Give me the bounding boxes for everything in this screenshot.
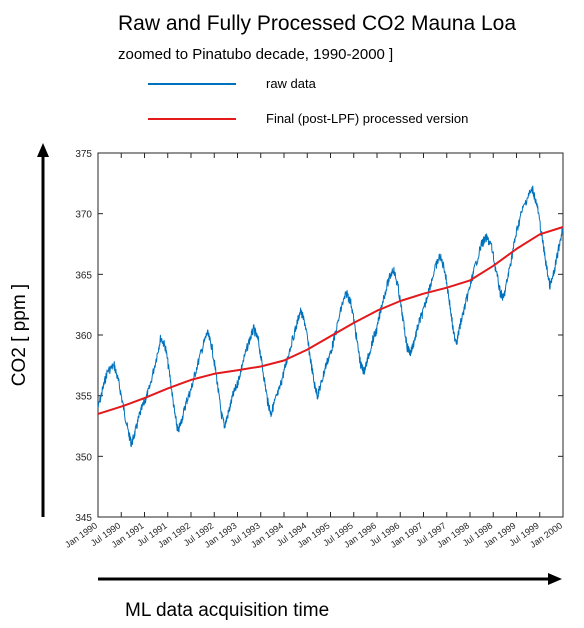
processed-data-line xyxy=(97,226,564,415)
y-tick-label: 375 xyxy=(75,149,92,160)
y-tick-label: 365 xyxy=(75,270,92,281)
x-axis-label: ML data acquisition time xyxy=(125,600,330,621)
y-tick-label: 345 xyxy=(75,513,92,524)
chart-subtitle: zoomed to Pinatubo decade, 1990-2000 ] xyxy=(118,46,394,63)
legend-label-raw: raw data xyxy=(266,76,316,91)
legend-swatch-processed xyxy=(148,118,236,120)
y-tick-label: 350 xyxy=(75,452,92,463)
y-tick-label: 370 xyxy=(75,210,92,221)
legend-label-processed: Final (post-LPF) processed version xyxy=(266,111,469,126)
y-tick-label: 360 xyxy=(75,331,92,342)
x-arrow-head xyxy=(548,573,562,585)
raw-data-line xyxy=(97,185,564,448)
plot-area xyxy=(97,152,564,518)
y-ticks: 345 350 355 360 365 370 375 xyxy=(75,149,563,524)
chart-title: Raw and Fully Processed CO2 Mauna Loa xyxy=(118,12,517,35)
y-tick-label: 355 xyxy=(75,392,92,403)
series-group xyxy=(97,185,564,448)
legend-swatch-raw xyxy=(148,83,236,85)
y-arrow-head xyxy=(37,143,49,157)
